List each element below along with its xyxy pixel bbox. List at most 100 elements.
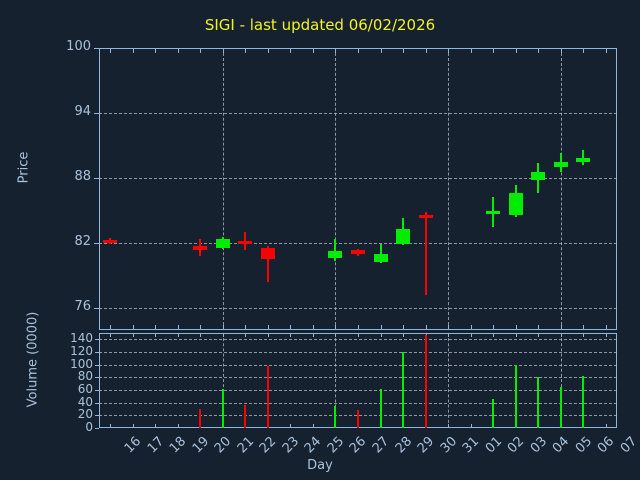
day-tick-mark bbox=[290, 325, 292, 330]
volume-tick-label: 40 bbox=[77, 394, 93, 409]
day-tick-mark bbox=[222, 48, 224, 53]
day-tick-mark bbox=[515, 325, 517, 330]
day-tick-mark-volume bbox=[245, 333, 247, 337]
candle-body bbox=[396, 229, 411, 245]
candle-body bbox=[576, 157, 591, 162]
day-tick-mark-volume bbox=[403, 333, 405, 337]
volume-bar bbox=[424, 334, 427, 428]
day-tick-mark bbox=[560, 48, 562, 53]
volume-bar bbox=[537, 377, 540, 428]
day-tick-mark bbox=[312, 48, 314, 53]
candle-body bbox=[260, 247, 275, 260]
candle-body bbox=[215, 238, 230, 248]
day-tick-label: 21 bbox=[234, 434, 258, 457]
day-tick-label: 04 bbox=[550, 434, 573, 457]
day-tick-mark-volume bbox=[155, 333, 157, 337]
volume-gridline bbox=[99, 390, 617, 391]
candle-body bbox=[553, 161, 568, 168]
day-tick-mark bbox=[448, 325, 450, 330]
volume-tick-mark bbox=[95, 428, 99, 429]
volume-tick-label: 140 bbox=[70, 331, 93, 346]
candle-body bbox=[193, 246, 208, 250]
volume-gridline bbox=[99, 402, 617, 404]
day-gridline bbox=[448, 48, 450, 330]
day-gridline-volume bbox=[448, 333, 450, 428]
price-tick-label: 88 bbox=[74, 169, 91, 185]
price-tick-mark bbox=[94, 48, 99, 49]
price-tick-label: 94 bbox=[74, 104, 91, 120]
volume-gridline bbox=[99, 377, 617, 379]
day-tick-mark bbox=[312, 325, 314, 330]
day-tick-mark bbox=[290, 48, 292, 53]
day-tick-mark-volume bbox=[358, 333, 359, 337]
volume-tick-mark bbox=[95, 390, 99, 391]
day-tick-label: 30 bbox=[437, 434, 460, 457]
day-tick-mark-volume bbox=[132, 424, 134, 428]
volume-tick-label: 80 bbox=[77, 369, 93, 384]
day-tick-mark-volume bbox=[312, 424, 314, 428]
day-tick-mark bbox=[200, 48, 202, 53]
day-tick-label: 07 bbox=[617, 434, 640, 457]
day-tick-label: 28 bbox=[392, 434, 415, 457]
day-tick-mark bbox=[358, 48, 359, 53]
price-gridline bbox=[99, 178, 617, 180]
candle-body bbox=[238, 241, 253, 245]
day-tick-mark bbox=[222, 325, 224, 330]
day-tick-mark-volume bbox=[335, 333, 337, 337]
volume-bar bbox=[402, 352, 405, 428]
day-tick-mark bbox=[177, 325, 179, 330]
day-tick-mark bbox=[110, 48, 112, 53]
day-tick-label: 20 bbox=[212, 434, 235, 457]
day-tick-mark-volume bbox=[470, 424, 472, 428]
candle-body bbox=[508, 193, 523, 216]
price-tick-mark bbox=[94, 243, 99, 245]
day-tick-label: 31 bbox=[459, 434, 483, 457]
volume-bar bbox=[514, 364, 517, 428]
page-title: SIGI - last updated 06/02/2026 bbox=[204, 16, 436, 34]
day-tick-mark bbox=[470, 325, 472, 330]
day-tick-label: 23 bbox=[279, 434, 303, 457]
price-tick-mark bbox=[94, 308, 99, 310]
day-tick-mark bbox=[380, 325, 382, 330]
day-tick-label: 18 bbox=[167, 434, 190, 457]
day-tick-mark-volume bbox=[290, 424, 292, 428]
volume-tick-mark bbox=[95, 339, 99, 341]
volume-gridline bbox=[99, 364, 617, 366]
day-tick-mark bbox=[177, 48, 179, 53]
day-tick-mark bbox=[267, 325, 269, 330]
day-tick-label: 29 bbox=[414, 434, 438, 457]
day-tick-mark-volume bbox=[605, 333, 607, 337]
day-tick-mark-volume bbox=[177, 424, 179, 428]
day-tick-mark bbox=[583, 325, 585, 330]
day-tick-label: 26 bbox=[347, 434, 370, 457]
day-tick-mark bbox=[358, 325, 359, 330]
day-tick-mark bbox=[335, 48, 337, 53]
day-tick-mark bbox=[335, 325, 337, 330]
candle-wick bbox=[334, 238, 337, 261]
day-tick-mark bbox=[200, 325, 202, 330]
day-tick-mark bbox=[425, 325, 427, 330]
volume-bar bbox=[199, 409, 202, 428]
day-tick-mark-volume bbox=[290, 333, 292, 337]
volume-tick-label: 100 bbox=[70, 356, 93, 371]
day-tick-mark bbox=[245, 48, 247, 53]
volume-tick-mark bbox=[95, 402, 99, 404]
candle-wick bbox=[379, 244, 382, 263]
price-tick-mark bbox=[94, 113, 99, 115]
candle-body bbox=[531, 171, 546, 181]
day-tick-label: 02 bbox=[504, 434, 528, 457]
day-gridline bbox=[222, 48, 224, 330]
day-tick-mark bbox=[425, 48, 427, 53]
candle-body bbox=[328, 250, 343, 259]
price-tick-label: 76 bbox=[74, 299, 91, 315]
day-tick-label: 17 bbox=[144, 434, 167, 457]
day-tick-mark-volume bbox=[110, 424, 112, 428]
day-tick-mark-volume bbox=[380, 333, 382, 337]
price-gridline bbox=[99, 308, 617, 310]
volume-tick-mark bbox=[95, 364, 99, 366]
day-tick-mark-volume bbox=[155, 424, 157, 428]
day-tick-mark bbox=[155, 48, 157, 53]
day-tick-label: 01 bbox=[482, 434, 505, 457]
day-tick-mark-volume bbox=[177, 333, 179, 337]
day-tick-mark bbox=[538, 48, 540, 53]
